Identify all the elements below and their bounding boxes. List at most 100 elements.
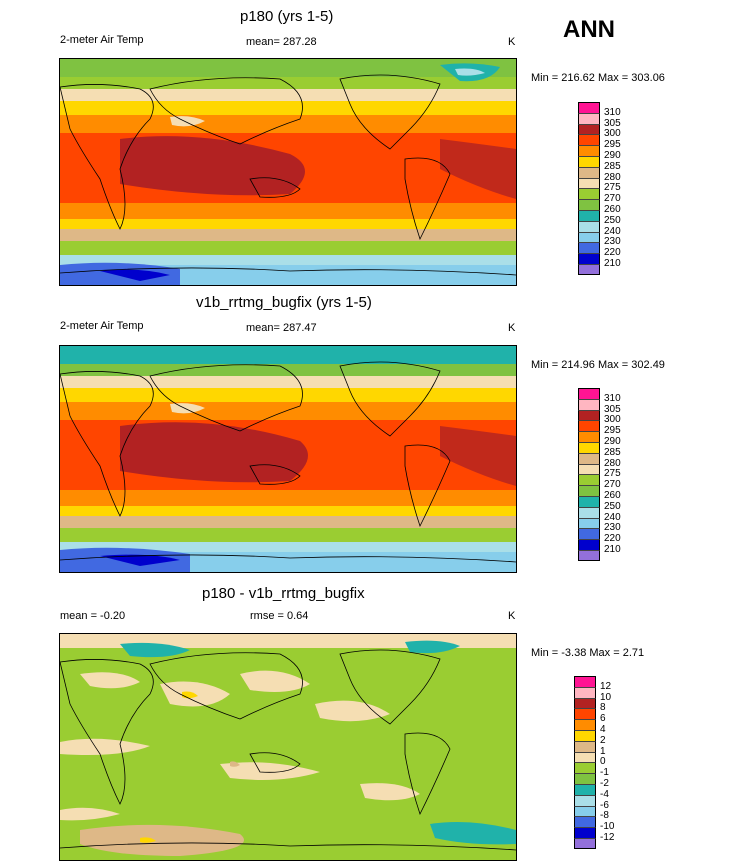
colorbar-tick-label: 250: [604, 214, 621, 226]
panel-3-colorbar: 12 10 8 6 4 2 1 0 -1 -2 -4 -6 -8 -10 -12: [574, 676, 644, 856]
colorbar-tick-label: 4: [600, 724, 606, 735]
colorbar-tick-label: 240: [604, 225, 621, 237]
panel-3-difference-field: [60, 634, 516, 860]
colorbar-tick-label: 310: [604, 106, 621, 118]
colorbar-swatch: [578, 264, 600, 276]
colorbar-swatch: [578, 420, 600, 432]
colorbar-swatch: [574, 838, 596, 850]
panel-2-title: v1b_rrtmg_bugfix (yrs 1-5): [196, 294, 372, 311]
panel-1-map: [59, 58, 517, 286]
colorbar-tick-label: 230: [604, 236, 621, 248]
panel-3-title: p180 - v1b_rrtmg_bugfix: [202, 585, 365, 602]
colorbar-swatch: [578, 485, 600, 497]
colorbar-tick-label: 270: [604, 479, 621, 491]
colorbar-swatch: [578, 134, 600, 146]
panel-1-minmax-label: Min = 216.62 Max = 303.06: [531, 72, 665, 84]
colorbar-swatch: [578, 452, 600, 465]
colorbar-tick-label: 220: [604, 533, 621, 545]
colorbar-swatch: [574, 697, 596, 709]
colorbar-swatch: [578, 210, 600, 222]
colorbar-swatch: [578, 539, 600, 551]
colorbar-swatch: [578, 506, 600, 519]
colorbar-swatch: [574, 784, 596, 796]
colorbar-swatch: [578, 199, 600, 211]
colorbar-tick-label: 260: [604, 204, 621, 215]
colorbar-tick-label: 210: [604, 258, 621, 269]
colorbar-swatch: [574, 719, 596, 731]
colorbar-tick-label: 300: [604, 414, 621, 426]
colorbar-swatch: [574, 816, 596, 828]
colorbar-swatch: [578, 496, 600, 508]
colorbar-swatch: [578, 409, 600, 421]
panel-3-rmse-label: rmse = 0.64: [250, 610, 309, 622]
colorbar-tick-label: 270: [604, 193, 621, 205]
colorbar-swatch: [578, 231, 600, 243]
colorbar-tick-label: 305: [604, 403, 621, 415]
colorbar-tick-label: 210: [604, 544, 621, 555]
colorbar-tick-label: 8: [600, 702, 606, 714]
colorbar-tick-label: 280: [604, 171, 621, 183]
colorbar-swatch: [574, 740, 596, 753]
panel-1-temperature-field: [60, 59, 516, 285]
colorbar-tick-label: 295: [604, 139, 621, 151]
colorbar-swatch: [578, 517, 600, 529]
colorbar-swatch: [578, 220, 600, 233]
colorbar-swatch: [578, 388, 600, 400]
panel-3-minmax-label: Min = -3.38 Max = 2.71: [531, 647, 645, 659]
panel-1-variable-label: 2-meter Air Temp: [60, 34, 144, 46]
colorbar-swatch: [578, 431, 600, 443]
panel-2-minmax-label: Min = 214.96 Max = 302.49: [531, 359, 665, 371]
panel-2-unit-label: K: [508, 322, 516, 334]
colorbar-tick-label: 295: [604, 425, 621, 437]
colorbar-swatch: [574, 686, 596, 699]
panel-2-mean-label: mean= 287.47: [246, 322, 317, 334]
colorbar-tick-label: 280: [604, 457, 621, 469]
colorbar-swatch: [578, 156, 600, 168]
colorbar-tick-label: 275: [604, 468, 621, 480]
colorbar-swatch: [578, 177, 600, 189]
colorbar-swatch: [574, 773, 596, 785]
colorbar-tick-label: 290: [604, 436, 621, 447]
colorbar-tick-label: 250: [604, 500, 621, 512]
colorbar-swatch: [574, 805, 596, 817]
colorbar-tick-label: 220: [604, 247, 621, 259]
colorbar-swatch: [574, 708, 596, 720]
colorbar-tick-label: 6: [600, 713, 606, 725]
colorbar-tick-label: 285: [604, 160, 621, 172]
colorbar-swatch: [578, 528, 600, 540]
colorbar-tick-label: -8: [600, 810, 609, 822]
colorbar-tick-label: -1: [600, 767, 609, 779]
panel-1-mean-label: mean= 287.28: [246, 36, 317, 48]
colorbar-tick-label: 230: [604, 522, 621, 534]
colorbar-swatch: [574, 730, 596, 742]
colorbar-tick-label: 12: [600, 680, 612, 692]
colorbar-tick-label: -6: [600, 799, 609, 811]
season-label: ANN: [563, 16, 615, 43]
colorbar-tick-label: 240: [604, 511, 621, 523]
colorbar-swatch: [578, 398, 600, 411]
colorbar-swatch: [578, 102, 600, 114]
panel-1-unit-label: K: [508, 36, 516, 48]
colorbar-swatch: [578, 442, 600, 454]
colorbar-tick-label: 2: [600, 734, 606, 746]
colorbar-swatch: [578, 550, 600, 562]
colorbar-swatch: [578, 145, 600, 157]
colorbar-tick-label: 275: [604, 182, 621, 194]
colorbar-swatch: [578, 463, 600, 475]
colorbar-tick-label: -10: [600, 821, 615, 833]
panel-3-unit-label: K: [508, 610, 516, 622]
colorbar-tick-label: -2: [600, 778, 609, 789]
colorbar-tick-label: 305: [604, 117, 621, 129]
panel-2-variable-label: 2-meter Air Temp: [60, 320, 144, 332]
colorbar-tick-label: -4: [600, 788, 609, 800]
colorbar-swatch: [578, 112, 600, 125]
colorbar-swatch: [574, 794, 596, 807]
colorbar-tick-label: 285: [604, 446, 621, 458]
colorbar-swatch: [578, 123, 600, 135]
panel-1-colorbar: 310 305 300 295 290 285 280 275 270 260 250 240 230 2…: [578, 102, 648, 282]
colorbar-tick-label: -12: [600, 832, 615, 843]
colorbar-tick-label: 260: [604, 490, 621, 501]
colorbar-swatch: [578, 474, 600, 486]
colorbar-tick-label: 290: [604, 150, 621, 161]
colorbar-swatch: [578, 242, 600, 254]
